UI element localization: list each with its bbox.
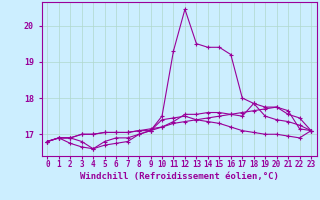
X-axis label: Windchill (Refroidissement éolien,°C): Windchill (Refroidissement éolien,°C) <box>80 172 279 181</box>
